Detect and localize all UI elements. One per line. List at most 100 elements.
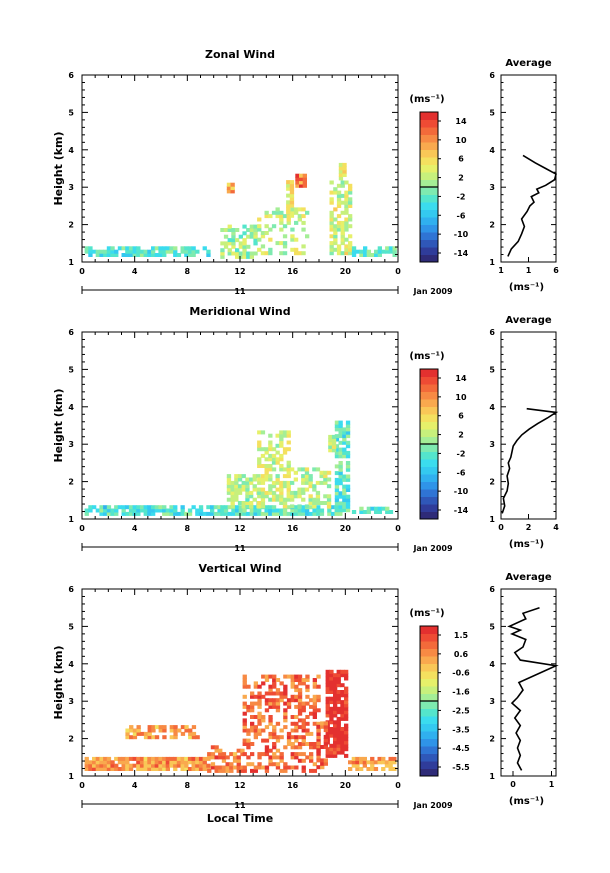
colorbar-tick-label: -10 <box>454 487 469 496</box>
heatmap-cell <box>158 253 163 257</box>
heatmap-cell <box>264 768 270 773</box>
panel-title: Vertical Wind <box>199 562 282 575</box>
y-tick-label: 4 <box>68 146 74 155</box>
heatmap-cell <box>268 755 273 760</box>
heatmap-cell <box>125 735 130 740</box>
heatmap-cell <box>283 762 288 767</box>
heatmap-cell <box>250 721 255 726</box>
heatmap-cell <box>237 477 243 482</box>
heatmap-cell <box>218 768 223 773</box>
heatmap-cell <box>271 505 277 510</box>
heatmap-cell <box>329 720 334 725</box>
colorbar-tick-label: 10 <box>455 136 467 145</box>
heatmap-cell <box>336 683 341 688</box>
x-tick-label: 16 <box>287 267 299 276</box>
heatmap-cell <box>245 494 250 499</box>
heatmap-cell <box>348 183 353 188</box>
heatmap-cell <box>342 437 347 442</box>
colorbar-swatch <box>420 459 438 467</box>
heatmap-cell <box>329 197 334 202</box>
heatmap-cell <box>264 691 270 696</box>
heatmap-cell <box>249 231 254 236</box>
heatmap-cell <box>344 180 349 185</box>
heatmap-cell <box>234 494 239 499</box>
colorbar-swatch <box>420 119 438 128</box>
colorbar-swatch <box>420 723 438 732</box>
average-y-tick-label: 3 <box>489 183 495 192</box>
heatmap-cell <box>344 723 349 728</box>
heatmap-cell <box>334 491 340 496</box>
heatmap-cell <box>173 731 178 736</box>
heatmap-cell <box>362 760 367 765</box>
heatmap-cell <box>242 684 247 689</box>
average-y-tick-label: 4 <box>489 660 495 669</box>
heatmap-cell <box>139 508 145 513</box>
heatmap-cell <box>117 246 123 251</box>
heatmap-cell <box>129 735 134 740</box>
heatmap-cell <box>315 494 321 499</box>
heatmap-cell <box>184 760 189 765</box>
heatmap-cell <box>238 241 243 246</box>
heatmap-cell <box>271 210 277 215</box>
heatmap-cell <box>342 508 347 513</box>
heatmap-cell <box>316 735 321 740</box>
heatmap-cell <box>355 767 360 771</box>
heatmap-cell <box>132 763 137 768</box>
x-tick-label: 16 <box>287 524 299 533</box>
heatmap-cell <box>286 470 291 475</box>
heatmap-cell <box>374 249 379 254</box>
heatmap-cell <box>256 474 261 479</box>
colorbar-swatch <box>420 112 438 120</box>
heatmap-cell <box>333 683 338 688</box>
heatmap-cell <box>345 501 351 506</box>
x-tick-label: 12 <box>234 781 245 790</box>
x-tick-label: 0 <box>79 781 85 790</box>
heatmap-cell <box>132 253 137 257</box>
y-tick-label: 3 <box>68 697 74 706</box>
heatmap-cell <box>342 166 347 171</box>
heatmap-cell <box>136 511 141 516</box>
colorbar-swatch <box>420 731 438 739</box>
average-x-tick-label: 1 <box>526 266 532 275</box>
heatmap-cell <box>275 511 280 516</box>
heatmap-cell <box>305 234 310 239</box>
heatmap-cell <box>275 241 280 246</box>
heatmap-cell <box>223 228 229 232</box>
heatmap-cell <box>275 477 280 482</box>
heatmap-cell <box>95 508 100 513</box>
colorbar-tick-label: 14 <box>455 374 467 383</box>
heatmap-cell <box>279 490 284 495</box>
heatmap-cell <box>264 745 270 750</box>
heatmap-cell <box>316 694 321 699</box>
heatmap-cell <box>325 710 330 715</box>
heatmap-cell <box>234 487 239 492</box>
heatmap-cell <box>336 200 342 205</box>
heatmap-cell <box>271 224 277 229</box>
heatmap-cell <box>235 238 240 243</box>
heatmap-cell <box>242 704 247 709</box>
x-tick-label: 4 <box>132 781 138 790</box>
heatmap-cell <box>282 508 288 513</box>
heatmap-cell <box>334 494 340 499</box>
colorbar-swatch <box>420 164 438 173</box>
heatmap-cell <box>237 487 243 492</box>
heatmap-cell <box>218 752 223 757</box>
heatmap-cell <box>121 756 126 761</box>
heatmap-cell <box>252 477 257 482</box>
heatmap-cell <box>147 508 152 513</box>
heatmap-cell <box>88 767 93 771</box>
heatmap-cell <box>191 725 197 730</box>
heatmap-cell <box>336 227 342 232</box>
heatmap-cell <box>345 444 351 449</box>
heatmap-cell <box>328 441 333 446</box>
heatmap-cell <box>264 224 269 229</box>
heatmap-cell <box>286 464 291 468</box>
heatmap-cell <box>253 251 258 256</box>
heatmap-cell <box>316 745 321 750</box>
heatmap-cell <box>316 724 321 729</box>
heatmap-cell <box>340 227 345 232</box>
heatmap-cell <box>242 511 247 516</box>
heatmap-cell <box>312 721 317 726</box>
heatmap-cell <box>359 249 364 254</box>
heatmap-cell <box>235 228 240 232</box>
